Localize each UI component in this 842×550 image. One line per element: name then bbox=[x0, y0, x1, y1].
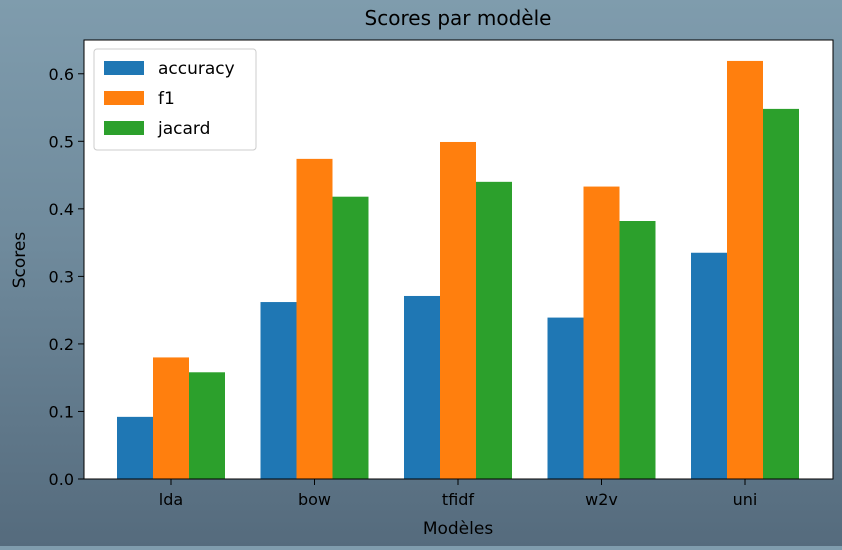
x-tick-label-uni: uni bbox=[733, 490, 758, 509]
legend-swatch-accuracy bbox=[104, 61, 144, 75]
bar-jacard-lda bbox=[189, 372, 225, 479]
bar-accuracy-uni bbox=[691, 252, 727, 479]
x-tick-label-bow: bow bbox=[298, 490, 331, 509]
bar-accuracy-lda bbox=[117, 416, 153, 479]
y-tick-label: 0.0 bbox=[49, 470, 74, 489]
x-axis-label: Modèles bbox=[423, 519, 494, 539]
x-tick-label-tfidf: tfidf bbox=[442, 490, 475, 509]
bar-accuracy-w2v bbox=[547, 317, 584, 479]
legend-label-f1: f1 bbox=[158, 89, 175, 109]
x-axis: lda bow tfidf w2v uni bbox=[159, 479, 758, 509]
bar-jacard-bow bbox=[332, 196, 369, 479]
x-tick-label-lda: lda bbox=[159, 490, 183, 509]
y-tick-label: 0.5 bbox=[49, 132, 74, 151]
y-tick-label: 0.3 bbox=[49, 267, 74, 286]
legend-swatch-f1 bbox=[104, 91, 144, 105]
bar-jacard-w2v bbox=[619, 221, 656, 479]
legend: accuracy f1 jacard bbox=[93, 48, 257, 151]
bar-accuracy-bow bbox=[260, 302, 297, 479]
y-tick-label: 0.4 bbox=[49, 200, 74, 219]
bar-f1-lda bbox=[153, 357, 189, 479]
plot-frame bbox=[83, 39, 834, 480]
x-tick-label-w2v: w2v bbox=[585, 490, 618, 509]
y-tick-label: 0.1 bbox=[49, 402, 74, 421]
bar-accuracy-tfidf bbox=[404, 295, 440, 479]
bar-f1-bow bbox=[296, 158, 333, 479]
legend-swatch-jacard bbox=[104, 121, 144, 135]
y-axis-label: Scores bbox=[10, 232, 30, 289]
bar-f1-uni bbox=[727, 60, 763, 479]
chart-title: Scores par modèle bbox=[365, 6, 552, 30]
bars-layer bbox=[117, 60, 799, 480]
bar-jacard-tfidf bbox=[476, 181, 512, 479]
bar-f1-w2v bbox=[583, 186, 620, 479]
bar-f1-tfidf bbox=[440, 141, 476, 480]
legend-label-jacard: jacard bbox=[157, 119, 210, 139]
bar-jacard-uni bbox=[763, 108, 799, 479]
legend-label-accuracy: accuracy bbox=[158, 59, 235, 79]
y-tick-label: 0.2 bbox=[49, 335, 74, 354]
y-tick-label: 0.6 bbox=[49, 65, 74, 84]
y-axis: 0.0 0.1 0.2 0.3 0.4 0.5 0.6 bbox=[49, 65, 84, 489]
